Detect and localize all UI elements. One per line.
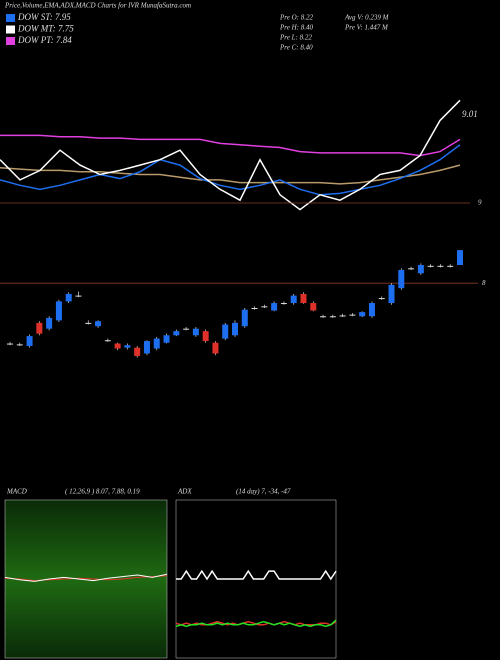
candle-body	[251, 308, 258, 309]
candle-body	[388, 284, 395, 304]
line-series	[175, 619, 337, 628]
candle-body	[261, 306, 268, 308]
candle-body	[202, 331, 209, 342]
candle-body	[241, 309, 248, 327]
candle-body	[153, 338, 160, 349]
stat-label: Pre C: 8.40	[279, 44, 313, 52]
stat-label: Pre H: 8.40	[279, 24, 313, 32]
annotation: 9	[478, 199, 482, 207]
candle-body	[95, 321, 102, 327]
candle-body	[408, 268, 415, 270]
legend-label: DOW PT: 7.84	[17, 35, 72, 45]
panel-title: MACD	[6, 488, 27, 496]
candle-body	[173, 331, 180, 336]
line-series	[0, 144, 461, 196]
candle-body	[26, 336, 33, 347]
legend-swatch	[6, 25, 15, 34]
candle-body	[36, 322, 43, 334]
candle-body	[320, 316, 327, 318]
line-series	[0, 99, 461, 211]
candle-body	[232, 322, 238, 336]
candle-body	[447, 265, 454, 267]
candle-body	[192, 328, 199, 336]
candle-body	[163, 335, 170, 343]
candle-body	[329, 316, 336, 318]
candle-body	[417, 265, 424, 274]
candle-body	[134, 347, 141, 356]
y-tick-label: 8	[482, 279, 486, 287]
candle-body	[427, 265, 434, 267]
candle-body	[7, 343, 13, 345]
candle-body	[398, 269, 405, 289]
candle-body	[271, 303, 278, 311]
candle-body	[85, 322, 92, 324]
candle-body	[212, 342, 219, 354]
candle-body	[368, 303, 375, 317]
legend-swatch	[6, 37, 15, 45]
stat-label: Pre V: 1.447 M	[344, 24, 389, 32]
candle-body	[55, 301, 62, 321]
candle-body	[290, 295, 297, 304]
panel-subtitle: ( 12,26,9 ) 8.07, 7.88, 0.19	[65, 488, 140, 496]
candle-body	[222, 324, 229, 339]
panel-subtitle: (14 day) 7, -34, -47	[236, 488, 291, 496]
legend-swatch	[6, 14, 15, 22]
candle-body	[143, 341, 150, 354]
candle-body	[114, 343, 121, 349]
candle-body	[437, 265, 444, 267]
legend-label: DOW MT: 7.75	[17, 24, 74, 34]
candle-body	[457, 250, 463, 266]
chart-title: Price,Volume,EMA,ADX,MACD Charts for IVR…	[4, 2, 191, 10]
line-series	[0, 134, 461, 157]
candle-body	[310, 303, 317, 311]
candle-body	[359, 312, 366, 317]
stat-label: Pre L: 8.22	[279, 34, 312, 42]
candle-body	[378, 298, 385, 300]
panel-title: ADX	[177, 488, 192, 496]
stat-label: Avg V: 0.239 M	[344, 14, 390, 22]
line-series	[4, 575, 168, 582]
candle-body	[339, 315, 346, 317]
candle-body	[300, 293, 307, 304]
candle-body	[183, 328, 190, 330]
candle-body	[16, 344, 23, 346]
candle-body	[280, 303, 287, 305]
candle-body	[46, 317, 53, 329]
candle-body	[75, 295, 82, 297]
stat-label: Pre O: 8.22	[279, 14, 313, 22]
candle-body	[104, 340, 111, 342]
line-series	[4, 573, 168, 582]
line-series	[0, 164, 461, 185]
candle-body	[349, 314, 356, 316]
candle-body	[124, 345, 131, 348]
candle-body	[65, 293, 72, 302]
line-series	[176, 569, 337, 581]
annotation: 9.01	[462, 109, 478, 119]
legend-label: DOW ST: 7.95	[17, 12, 71, 22]
